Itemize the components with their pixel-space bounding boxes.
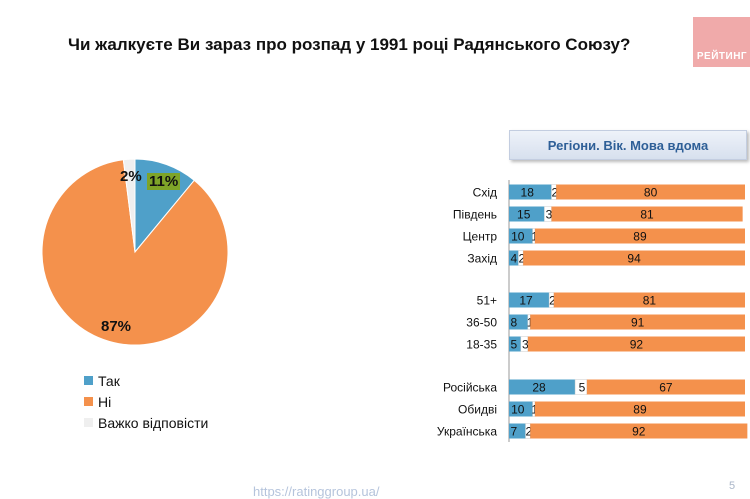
bar-seg-yes xyxy=(509,250,519,266)
bar-seg-yes xyxy=(509,314,528,330)
bar-seg-yes xyxy=(509,379,576,395)
bar-category-label: Схід xyxy=(473,186,497,200)
bar-value-label: 89 xyxy=(633,230,647,244)
bar-value-label: 5 xyxy=(511,338,518,352)
bar-seg-yes xyxy=(509,423,526,439)
bar-seg-no xyxy=(523,250,745,266)
bar-value-label: 1 xyxy=(531,230,538,244)
bar-seg-no xyxy=(530,423,748,439)
bar-seg-no xyxy=(534,228,745,244)
bar-value-label: 94 xyxy=(627,252,641,266)
bar-category-label: Обидві xyxy=(458,403,497,417)
bar-value-label: 10 xyxy=(511,403,525,417)
bar-seg-yes xyxy=(509,228,533,244)
bar-value-label: 10 xyxy=(511,230,525,244)
bar-seg-yes xyxy=(509,292,550,308)
legend-item-no: Ні xyxy=(84,391,208,412)
bar-value-label: 91 xyxy=(631,316,645,330)
bar-seg-hard xyxy=(532,228,536,244)
bar-seg-no xyxy=(586,379,745,395)
pie-legend: Так Ні Важко відповісти xyxy=(84,370,208,433)
pie-label-hard: 2% xyxy=(120,168,142,185)
logo-text: РЕЙТИНГ xyxy=(696,51,748,62)
bar-value-label: 89 xyxy=(633,403,647,417)
bar-seg-hard xyxy=(551,184,557,200)
bar-value-label: 15 xyxy=(517,208,531,222)
bar-value-label: 3 xyxy=(546,208,553,222)
legend-item-hard: Важко відповісти xyxy=(84,412,208,433)
bar-category-label: 36-50 xyxy=(466,316,497,330)
bar-seg-no xyxy=(527,336,745,352)
bar-category-label: 18-35 xyxy=(466,338,497,352)
bar-seg-yes xyxy=(509,184,552,200)
bar-value-label: 28 xyxy=(532,381,546,395)
bar-value-label: 1 xyxy=(527,316,534,330)
bar-seg-hard xyxy=(532,401,536,417)
bar-panel-header: Регіони. Вік. Мова вдома xyxy=(509,130,747,160)
page-number: 5 xyxy=(729,480,736,492)
bar-seg-no xyxy=(530,314,745,330)
bar-value-label: 2 xyxy=(549,294,556,308)
legend-swatch-hard xyxy=(84,418,93,427)
bar-category-label: Південь xyxy=(453,208,497,222)
bar-value-label: 17 xyxy=(519,294,533,308)
bar-category-label: Українська xyxy=(437,425,497,439)
legend-swatch-no xyxy=(84,397,93,406)
bar-seg-yes xyxy=(509,401,533,417)
rating-logo: РЕЙТИНГ xyxy=(693,17,750,67)
bar-seg-yes xyxy=(509,206,545,222)
bar-category-label: Російська xyxy=(443,381,497,395)
pie-slice-hard xyxy=(122,158,136,253)
page-title: Чи жалкуєте Ви зараз про розпад у 1991 р… xyxy=(68,35,631,54)
bar-seg-no xyxy=(556,184,745,200)
bar-seg-no xyxy=(551,206,743,222)
bar-value-label: 7 xyxy=(511,425,518,439)
bar-value-label: 2 xyxy=(526,425,533,439)
bar-seg-yes xyxy=(509,336,521,352)
legend-item-yes: Так xyxy=(84,370,208,391)
bar-value-label: 5 xyxy=(579,381,586,395)
bar-seg-no xyxy=(534,401,745,417)
bar-value-label: 2 xyxy=(518,252,525,266)
bar-value-label: 92 xyxy=(632,425,646,439)
pie-slice-no xyxy=(41,159,229,346)
bar-category-label: 51+ xyxy=(477,294,497,308)
bar-value-label: 81 xyxy=(643,294,657,308)
bar-seg-no xyxy=(553,292,745,308)
bar-seg-hard xyxy=(548,292,555,308)
pie-label-no: 87% xyxy=(101,318,132,335)
legend-label-no: Ні xyxy=(98,393,112,410)
bar-value-label: 67 xyxy=(659,381,673,395)
bar-value-label: 81 xyxy=(640,208,654,222)
bar-value-label: 80 xyxy=(644,186,658,200)
bar-value-label: 3 xyxy=(522,338,529,352)
legend-label-hard: Важко відповісти xyxy=(98,414,209,431)
bar-value-label: 18 xyxy=(521,186,535,200)
bar-value-label: 92 xyxy=(630,338,644,352)
bar-category-label: Захід xyxy=(467,252,497,266)
bar-value-label: 1 xyxy=(531,403,538,417)
bar-value-label: 4 xyxy=(511,252,518,266)
footer-url[interactable]: https://ratinggroup.ua/ xyxy=(253,484,380,499)
pie-label-yes: 11% xyxy=(147,173,181,190)
bar-value-label: 2 xyxy=(551,186,558,200)
legend-swatch-yes xyxy=(84,376,93,385)
bar-category-label: Центр xyxy=(463,230,498,244)
legend-label-yes: Так xyxy=(98,372,120,389)
bar-value-label: 8 xyxy=(511,316,518,330)
